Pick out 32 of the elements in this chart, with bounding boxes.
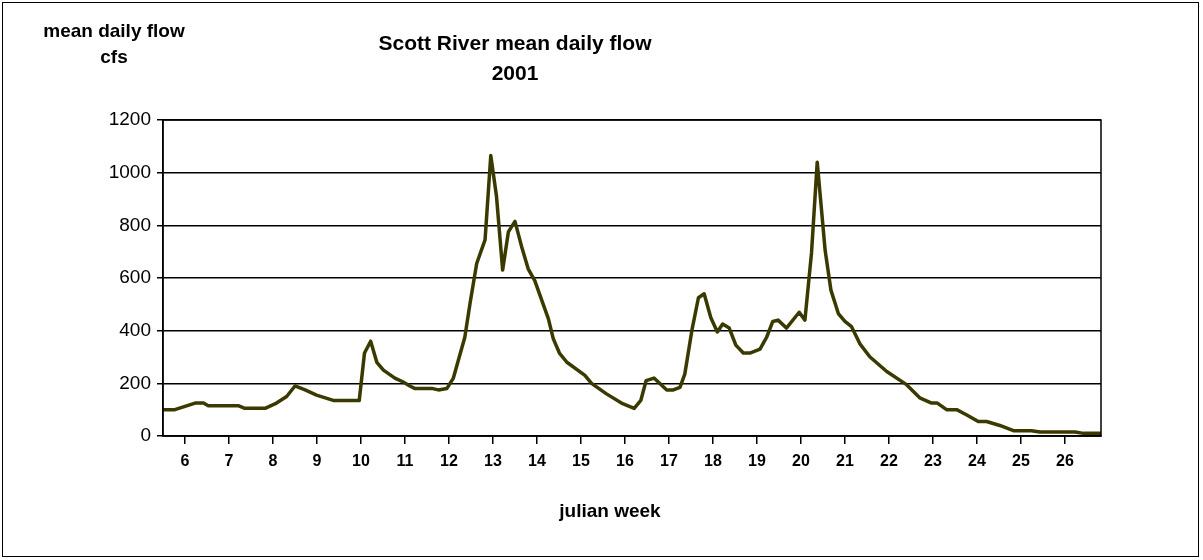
- x-tick-label: 18: [704, 452, 722, 470]
- y-tick-label: 600: [119, 266, 151, 288]
- x-tick-label: 19: [748, 452, 766, 470]
- x-tick-label: 7: [224, 452, 234, 470]
- x-tick-label: 17: [660, 452, 678, 470]
- x-tick-label: 26: [1056, 452, 1074, 470]
- y-tick-label: 800: [119, 213, 151, 235]
- y-tick-label: 200: [119, 371, 151, 393]
- x-tick-label: 25: [1012, 452, 1030, 470]
- x-tick-label: 10: [352, 452, 370, 470]
- y-tick-label: 1200: [108, 108, 151, 130]
- x-tick-label: 16: [616, 452, 634, 470]
- x-tick-label: 24: [968, 452, 986, 470]
- x-tick-label: 15: [572, 452, 590, 470]
- chart-title: Scott River mean daily flow: [377, 30, 653, 56]
- y-axis-title: mean daily flow cfs: [42, 19, 186, 69]
- y-tick-label: 400: [119, 318, 151, 340]
- x-tick-label: 8: [268, 452, 278, 470]
- x-tick-label: 22: [880, 452, 898, 470]
- x-axis-title: julian week: [558, 500, 662, 522]
- x-tick-label: 14: [528, 452, 546, 470]
- x-tick-label: 13: [484, 452, 502, 470]
- x-tick-label: 11: [396, 452, 414, 470]
- chart-subtitle: 2001: [490, 60, 540, 86]
- x-tick-label: 20: [792, 452, 810, 470]
- x-tick-label: 23: [924, 452, 942, 470]
- x-tick-label: 21: [836, 452, 854, 470]
- x-tick-label: 9: [312, 452, 322, 470]
- y-tick-label: 0: [140, 424, 151, 446]
- y-tick-label: 1000: [108, 160, 151, 182]
- x-tick-label: 12: [440, 452, 458, 470]
- x-tick-label: 6: [180, 452, 190, 470]
